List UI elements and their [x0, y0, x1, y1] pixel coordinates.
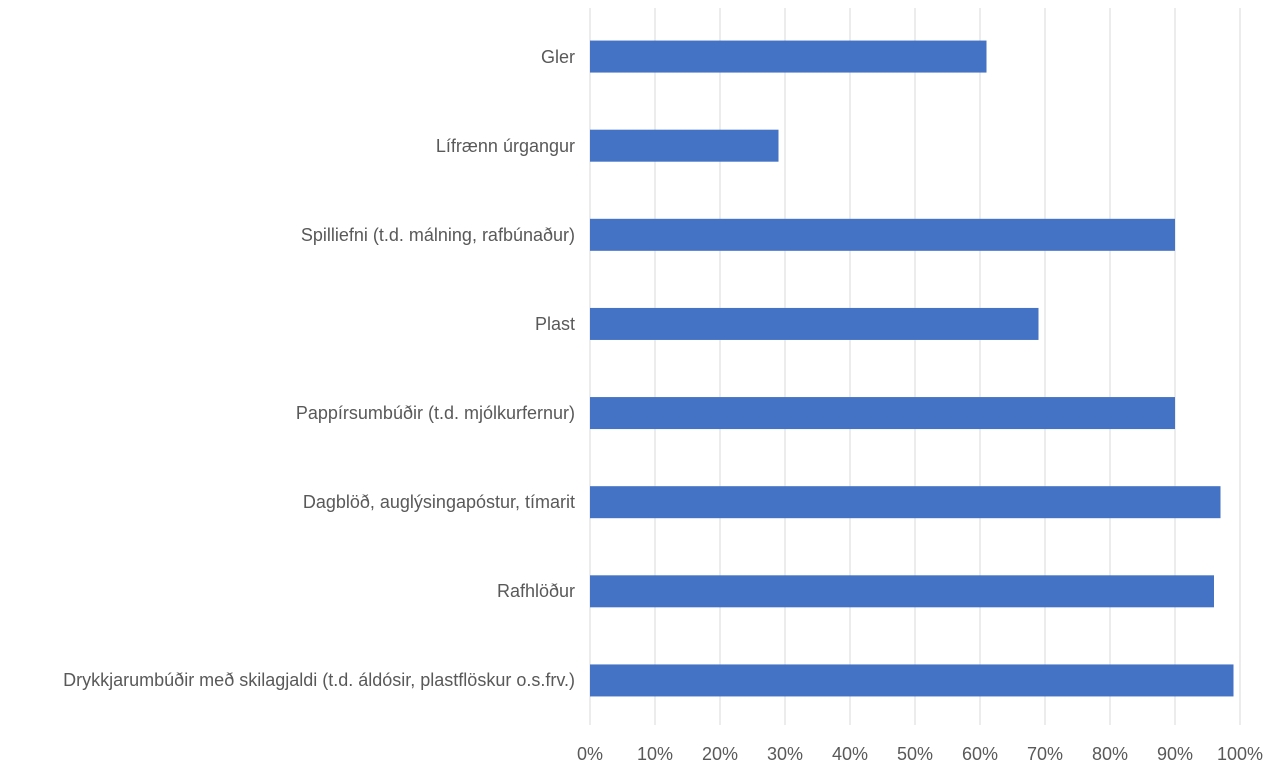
x-tick-label: 80% [1092, 744, 1128, 764]
bar [590, 307, 1039, 340]
category-text: Pappírsumbúðir (t.d. mjólkurfernur) [295, 403, 575, 424]
x-tick-label: 90% [1157, 744, 1193, 764]
y-tick-label: Rafhlöður [0, 579, 575, 603]
category-text: Rafhlöður [496, 581, 575, 602]
y-tick-label: Plast [0, 312, 575, 336]
y-tick-label: Gler [0, 45, 575, 69]
bar [590, 486, 1221, 519]
bar [590, 218, 1175, 251]
y-tick-label: Dagblöð, auglýsingapóstur, tímarit [0, 490, 575, 514]
x-tick-label: 30% [767, 744, 803, 764]
category-text: Spilliefni (t.d. málning, rafbúnaður) [300, 224, 575, 245]
x-tick-label: 0% [577, 744, 603, 764]
x-tick-label: 70% [1027, 744, 1063, 764]
x-tick-label: 40% [832, 744, 868, 764]
category-text: Drykkjarumbúðir með skilagjaldi (t.d. ál… [63, 670, 575, 691]
bar [590, 129, 779, 162]
category-text: Plast [534, 313, 575, 334]
y-tick-label: Pappírsumbúðir (t.d. mjólkurfernur) [0, 401, 575, 425]
y-tick-label: Spilliefni (t.d. málning, rafbúnaður) [0, 223, 575, 247]
x-tick-label: 60% [962, 744, 998, 764]
x-tick-label: 10% [637, 744, 673, 764]
bar [590, 397, 1175, 430]
x-tick-label: 50% [897, 744, 933, 764]
category-text: Lífrænn úrgangur [435, 135, 575, 156]
x-tick-label: 100% [1217, 744, 1263, 764]
y-tick-label: Lífrænn úrgangur [0, 134, 575, 158]
x-tick-label: 20% [702, 744, 738, 764]
bar [590, 40, 987, 73]
bar [590, 664, 1234, 697]
category-text: Dagblöð, auglýsingapóstur, tímarit [302, 492, 575, 513]
y-tick-label: Drykkjarumbúðir með skilagjaldi (t.d. ál… [0, 668, 575, 692]
category-text: Gler [540, 46, 575, 67]
bar [590, 575, 1214, 608]
